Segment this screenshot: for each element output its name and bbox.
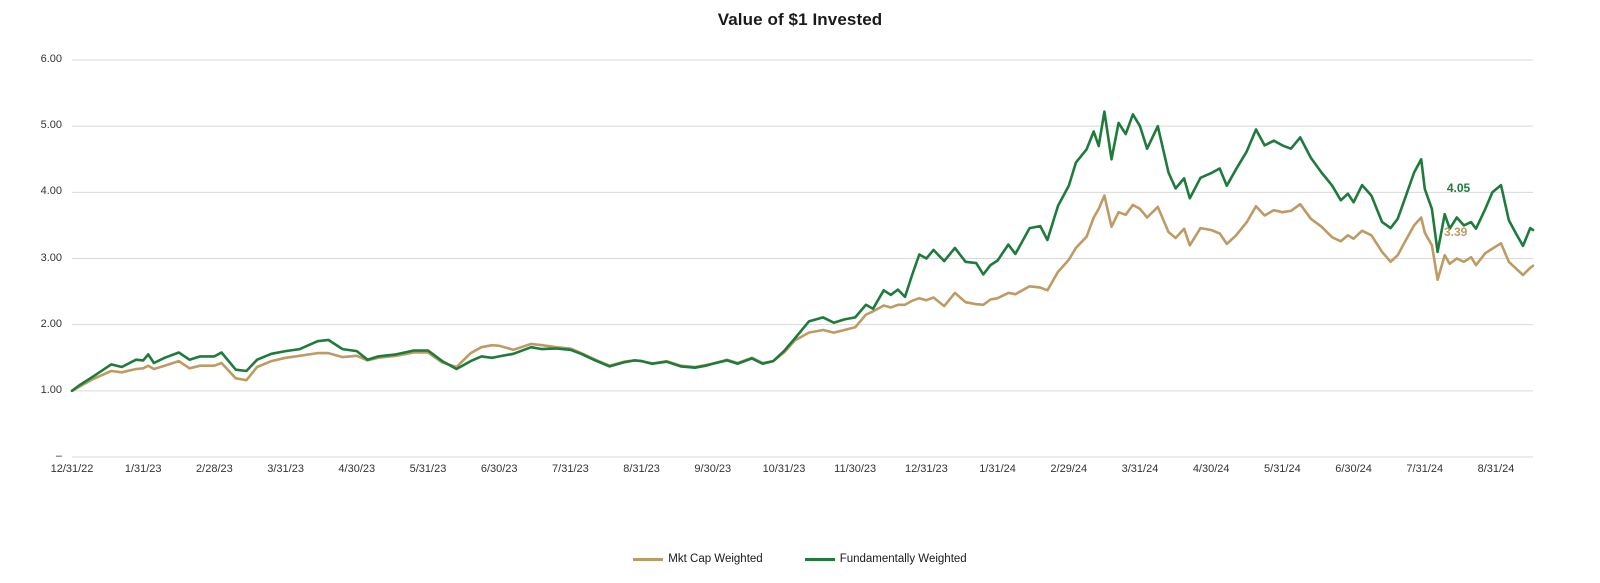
- x-axis-label: 5/31/23: [409, 463, 447, 475]
- y-axis-label: 6.00: [40, 53, 62, 65]
- x-axis-label: 4/30/23: [338, 463, 376, 475]
- x-axis-label: 2/28/23: [196, 463, 233, 475]
- x-axis-label: 10/31/23: [762, 463, 806, 475]
- chart-legend: Mkt Cap Weighted Fundamentally Weighted: [0, 553, 1600, 565]
- x-axis-label: 12/31/22: [50, 463, 94, 475]
- x-axis-label: 3/31/23: [267, 463, 304, 475]
- x-axis-label: 6/30/23: [480, 463, 518, 475]
- y-axis-label: 2.00: [40, 317, 62, 330]
- mkt-cap-weighted-line-swatch-icon: [633, 557, 664, 561]
- legend-item-fundamentally-weighted: Fundamentally Weighted: [804, 553, 967, 565]
- x-axis-label: 12/31/23: [904, 463, 948, 475]
- x-axis-label: 9/30/23: [694, 463, 732, 475]
- series-line-fundamentally-weighted: [70, 110, 1535, 393]
- y-axis-label: 5.00: [40, 119, 62, 132]
- x-axis-label: 6/30/24: [1335, 463, 1372, 475]
- x-axis-label: 8/31/24: [1477, 463, 1515, 475]
- x-axis-label: 1/31/24: [979, 463, 1016, 475]
- y-axis-label: –: [55, 450, 62, 462]
- data-point-label: 4.05: [1446, 181, 1471, 196]
- legend-item-mkt-cap-weighted: Mkt Cap Weighted: [633, 553, 763, 565]
- x-axis-label: 5/31/24: [1264, 463, 1301, 475]
- fundamentally-weighted-line-swatch-icon: [804, 557, 835, 561]
- x-axis-label: 4/30/24: [1192, 463, 1230, 475]
- x-axis-label: 2/29/24: [1050, 463, 1088, 475]
- x-axis-label: 7/31/23: [552, 463, 589, 475]
- legend-label-mkt-cap-weighted: Mkt Cap Weighted: [668, 553, 763, 565]
- x-axis-label: 8/31/23: [623, 463, 660, 475]
- series-line-mkt-cap-weighted: [70, 194, 1535, 393]
- x-axis-label: 3/31/24: [1121, 463, 1159, 475]
- y-axis-label: 1.00: [40, 383, 62, 396]
- x-axis-label: 7/31/24: [1406, 463, 1444, 475]
- y-axis-label: 3.00: [40, 251, 62, 264]
- y-axis-label: 4.00: [40, 185, 62, 198]
- legend-label-fundamentally-weighted: Fundamentally Weighted: [839, 553, 967, 565]
- data-point-label: 3.39: [1444, 224, 1468, 239]
- x-axis-label: 1/31/23: [124, 463, 162, 475]
- x-axis-label: 11/30/23: [834, 463, 877, 475]
- chart-title: Value of $1 Invested: [717, 10, 883, 29]
